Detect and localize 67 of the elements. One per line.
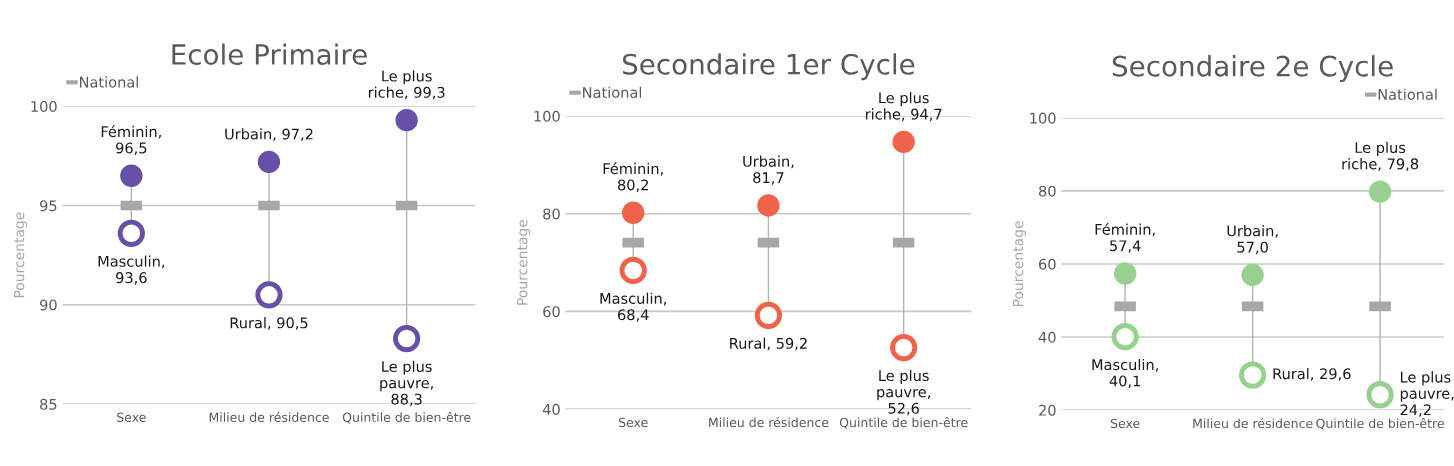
x-tick-label: Quintile de bien-être — [342, 411, 471, 424]
y-tick-label: 90 — [40, 299, 57, 311]
point — [1241, 263, 1264, 287]
point — [395, 108, 418, 132]
point — [1368, 180, 1392, 203]
x-tick-label: Sexe — [618, 417, 648, 428]
data-label: Urbain, 57,0 — [1227, 225, 1278, 255]
point — [1111, 323, 1139, 351]
data-label: Rural, 29,6 — [1273, 367, 1351, 381]
legend-label: National — [583, 86, 642, 98]
data-label: Urbain, 81,7 — [743, 155, 794, 185]
legend-label: National — [79, 76, 138, 88]
x-tick-label: Quintile de bien-être — [839, 416, 968, 429]
data-label: Féminin, 80,2 — [603, 162, 663, 192]
data-label: Rural, 90,5 — [230, 317, 308, 330]
point — [619, 256, 647, 285]
point — [257, 150, 281, 174]
data-label: Féminin, 57,4 — [1095, 223, 1155, 253]
x-tick-label: Sexe — [1110, 418, 1140, 429]
y-tick-label: 40 — [1038, 331, 1056, 343]
point — [1366, 381, 1394, 409]
y-tick-label: 80 — [1038, 185, 1056, 197]
data-label: Le plus riche, 99,3 — [368, 70, 445, 100]
data-label: Masculin, 93,6 — [98, 255, 165, 285]
chart-title: Ecole Primaire — [172, 43, 367, 65]
point — [1238, 361, 1267, 389]
data-label: Masculin, 68,4 — [600, 292, 666, 322]
data-label: Le plus pauvre, 52,6 — [877, 369, 930, 416]
x-tick-label: Milieu de résidence — [1193, 417, 1313, 429]
point — [754, 301, 783, 329]
data-label: Rural, 59,2 — [730, 337, 807, 351]
legend-label: National — [1378, 88, 1437, 100]
data-label: Le plus riche, 94,7 — [865, 92, 942, 122]
y-tick-label: 100 — [1030, 112, 1056, 124]
y-tick-label: 60 — [543, 306, 560, 318]
y-tick-label: 85 — [40, 398, 57, 410]
data-label: Le plus riche, 79,8 — [1342, 141, 1419, 171]
point — [117, 219, 145, 247]
point — [890, 333, 918, 362]
point — [892, 130, 915, 154]
point — [622, 201, 645, 224]
data-label: Féminin, 96,5 — [101, 125, 161, 155]
data-label: Le plus pauvre, 88,3 — [380, 360, 433, 407]
chart-title: Secondaire 1er Cycle — [622, 53, 915, 81]
y-tick-label: 20 — [1039, 404, 1056, 416]
y-axis-title: Pourcentage — [1012, 221, 1026, 307]
chart-title: Secondaire 2e Cycle — [1112, 55, 1393, 83]
x-tick-label: Milieu de résidence — [709, 416, 829, 428]
y-axis-title: Pourcentage — [517, 219, 531, 305]
data-label: Urbain, 97,2 — [225, 128, 313, 142]
point — [120, 164, 143, 187]
y-tick-label: 80 — [543, 208, 560, 220]
y-tick-label: 40 — [542, 403, 560, 415]
y-tick-label: 100 — [534, 110, 560, 122]
data-label: Masculin, 40,1 — [1092, 358, 1158, 388]
y-tick-label: 95 — [40, 200, 57, 212]
x-tick-label: Quintile de bien-être — [1316, 417, 1444, 430]
x-tick-label: Sexe — [117, 412, 146, 423]
data-label: Le plus pauvre, 24,2 — [1400, 371, 1454, 417]
x-tick-label: Milieu de résidence — [209, 411, 329, 423]
y-tick-label: 60 — [1039, 258, 1056, 270]
point — [1113, 262, 1137, 285]
point — [255, 281, 283, 309]
point — [393, 324, 421, 353]
point — [757, 194, 780, 217]
y-axis-title: Pourcentage — [14, 212, 28, 298]
y-tick-label: 100 — [31, 100, 57, 112]
